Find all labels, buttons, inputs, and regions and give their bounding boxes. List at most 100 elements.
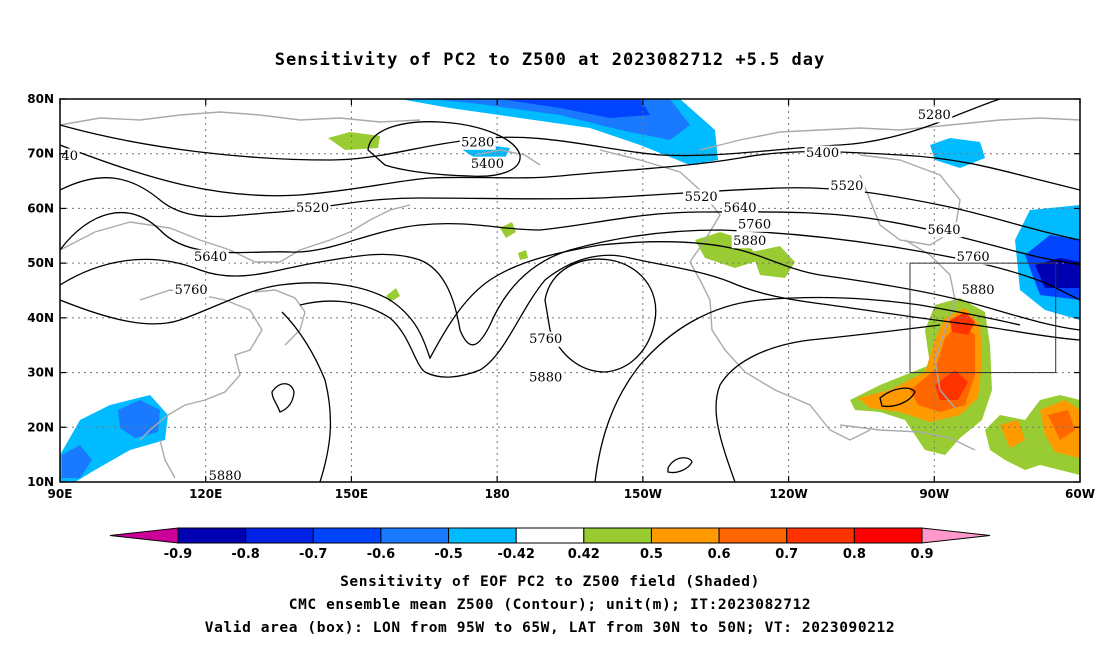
colorbar-label: 0.7: [775, 547, 798, 562]
valid-area-box: [909, 262, 1057, 374]
z500-contour-2: [60, 177, 1080, 241]
z500-contour-0: [60, 99, 1001, 161]
z500-contour-11: [879, 387, 916, 408]
z500-contour-10: [715, 324, 941, 482]
contour-label-bg: [804, 145, 841, 161]
coastline-6: [859, 154, 961, 246]
lon-tick-label: 150W: [624, 487, 662, 501]
contour-label: 5640: [194, 250, 227, 265]
colorbar-segment: [853, 527, 923, 544]
lat-tick-label: 30N: [27, 366, 54, 380]
contour-label-bg: [207, 468, 244, 484]
contour-label-bg: [294, 200, 331, 216]
caption-line-2: CMC ensemble mean Z500 (Contour); unit(m…: [288, 597, 812, 613]
lat-tick-label: 50N: [27, 256, 54, 270]
z500-contour-8: [544, 258, 657, 373]
caption-line-1: Sensitivity of EOF PC2 to Z500 field (Sh…: [340, 574, 760, 590]
lon-tick-label: 120E: [189, 487, 222, 501]
colorbar-label: -0.8: [231, 547, 259, 562]
coastline-9: [159, 439, 176, 479]
contour-label: 5880: [529, 371, 562, 386]
lat-tick-label: 10N: [27, 475, 54, 489]
sensitivity-shade-24: [1000, 420, 1025, 448]
sensitivity-shade-13: [752, 246, 795, 278]
colorbar-high-arrow: [921, 527, 991, 544]
lon-tick-label: 90W: [919, 487, 949, 501]
contour-label: 5520: [296, 201, 329, 216]
sensitivity-shade-5: [1035, 258, 1080, 288]
lat-tick-label: 60N: [27, 201, 54, 215]
contour-label-bg: [683, 189, 720, 205]
contour-label: 5760: [529, 332, 562, 347]
coastline-4: [599, 149, 871, 441]
z500-contour-4: [60, 229, 1080, 346]
coastline-8: [839, 424, 976, 451]
lon-tick-label: 180: [485, 487, 510, 501]
contour-label-bg: [736, 216, 773, 232]
contour-label: 5280: [918, 108, 951, 123]
contour-label: 5400: [806, 146, 839, 161]
colorbar-label: -0.5: [434, 547, 462, 562]
map-frame: [59, 98, 1081, 483]
contour-label-bg: [59, 148, 80, 164]
colorbar-segment: [380, 527, 450, 544]
contour-label: 5880: [733, 234, 766, 249]
colorbar-label: 0.9: [910, 547, 933, 562]
colorbar-label: 0.42: [568, 547, 600, 562]
map-clip-group: [60, 99, 1080, 482]
contour-label: 5880: [961, 283, 994, 298]
lat-tick-label: 80N: [27, 92, 54, 106]
z500-contour-1: [60, 144, 1080, 197]
z500-contour-7: [281, 311, 332, 482]
sensitivity-shade-20: [935, 370, 968, 400]
colorbar-segment: [650, 527, 720, 544]
sensitivity-shade-6: [930, 138, 985, 168]
colorbar-label: -0.7: [299, 547, 327, 562]
contour-label-bg: [459, 134, 496, 150]
contour-label-bg: [527, 331, 564, 347]
z500-contour-13: [667, 457, 693, 474]
contour-label-bg: [731, 233, 768, 249]
contour-label: 5640: [927, 223, 960, 238]
caption-line-3: Valid area (box): LON from 95W to 65W, L…: [204, 620, 896, 636]
contour-label: 40: [61, 149, 78, 164]
contour-label-bg: [828, 178, 865, 194]
contour-label: 5760: [738, 217, 771, 232]
colorbar-segment: [245, 527, 314, 544]
contour-label-bg: [469, 156, 506, 172]
sensitivity-shade-16: [386, 288, 400, 302]
colorbar-low-arrow: [109, 527, 179, 544]
colorbar-segment: [312, 527, 382, 544]
z500-contour-14: [367, 121, 521, 177]
lon-tick-label: 120W: [769, 487, 807, 501]
sensitivity-shade-11: [328, 132, 380, 150]
colorbar-segment: [515, 527, 585, 544]
contour-label-bg: [955, 249, 992, 265]
sensitivity-shade-14: [500, 222, 516, 238]
contour-label: 5760: [175, 283, 208, 298]
contour-label: 5400: [471, 157, 504, 172]
colorbar-segment: [786, 527, 855, 544]
coastline-7: [904, 239, 956, 409]
lon-tick-label: 150E: [335, 487, 368, 501]
colorbar-label: 0.6: [708, 547, 731, 562]
lon-tick-label: 60W: [1065, 487, 1095, 501]
z500-contour-9: [594, 296, 1021, 482]
contour-label: 5880: [209, 469, 242, 484]
lon-tick-label: 90E: [48, 487, 73, 501]
colorbar-segment: [448, 527, 517, 544]
contour-label: 5760: [957, 250, 990, 265]
contour-label-bg: [722, 200, 758, 216]
colorbar-segment: [583, 527, 652, 544]
z500-contour-5: [60, 241, 1080, 360]
colorbar: -0.9 -0.8 -0.7 -0.6 -0.5 -0.42 0.42 0.5 0.6 0.7 0.…: [109, 527, 991, 562]
coastline-0: [60, 204, 411, 263]
colorbar-label: -0.6: [367, 547, 395, 562]
colorbar-segment: [177, 527, 247, 544]
sensitivity-shade-2: [500, 99, 650, 118]
figure-title: Sensitivity of PC2 to Z500 at 2023082712…: [274, 50, 826, 70]
map-axes: 90E 120E 150E 180 150W 120W 90W 60W 10N 20N 30N 40N…: [27, 92, 1095, 501]
colorbar-label: 0.8: [843, 547, 866, 562]
